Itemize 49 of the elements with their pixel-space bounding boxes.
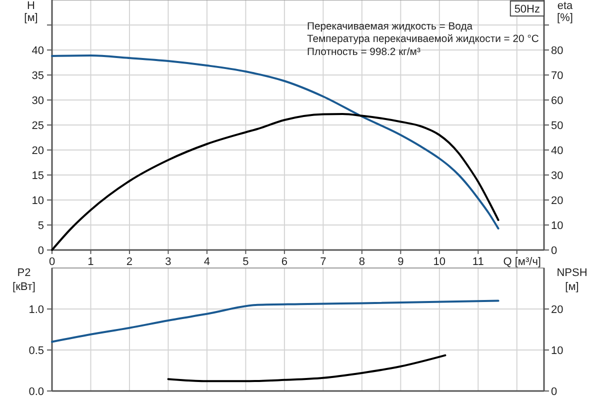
y-tick-label: 0: [38, 244, 44, 257]
line-series: [51, 300, 500, 343]
annotation: 50Hz: [514, 4, 540, 16]
y-axis-title: P2 [кВт]: [12, 267, 36, 293]
y2-tick-label: 10: [551, 344, 564, 357]
annotation: Плотность = 998.2 кг/м³: [307, 46, 421, 58]
y-tick-label: 35: [32, 70, 44, 82]
x-tick-label: 5: [242, 256, 249, 268]
x-tick-label: 1: [88, 256, 94, 268]
y-axis-title: H [м]: [24, 0, 38, 24]
y-tick-label: 10: [32, 194, 44, 207]
annotation: Температура перекачиваемой жидкости = 20 °C: [307, 34, 540, 46]
line-series: [51, 113, 500, 251]
y2-tick-label: 50: [551, 120, 564, 132]
y2-tick-label: 20: [551, 304, 564, 316]
x-axis-title: Q [м³/ч]: [503, 256, 541, 268]
y2-tick-label: 30: [551, 170, 564, 182]
y-tick-label: 0.0: [28, 386, 44, 398]
y2-tick-label: 40: [551, 144, 564, 157]
y-tick-label: 25: [32, 120, 44, 132]
y2-tick-label: 10: [551, 220, 564, 232]
y2-tick-label: 0: [551, 244, 558, 257]
y2-axis-title: eta [%]: [557, 0, 574, 24]
x-tick-label: 0: [48, 256, 56, 268]
y-tick-label: 15: [32, 170, 44, 182]
x-tick-label: 9: [398, 256, 404, 268]
y2-tick-label: 20: [551, 194, 564, 207]
y-tick-label: 40: [32, 44, 44, 57]
x-tick-label: 7: [320, 256, 326, 268]
x-tick-label: 8: [358, 256, 365, 268]
y2-axis-title: NPSH [м]: [556, 267, 588, 293]
y-tick-label: 5: [38, 220, 44, 232]
x-tick-label: 2: [126, 256, 133, 268]
x-tick-label: 6: [281, 256, 288, 268]
y2-tick-label: 70: [551, 70, 564, 82]
y2-tick-label: 80: [551, 44, 564, 57]
x-tick-label: 4: [204, 256, 210, 268]
x-tick-label: 3: [165, 256, 172, 268]
y-tick-label: 30: [32, 94, 44, 107]
annotation: Перекачиваемая жидкость = Вода: [307, 22, 473, 32]
y-tick-label: 0.5: [28, 344, 44, 357]
y2-tick-label: 60: [551, 94, 564, 107]
line-series: [51, 54, 500, 230]
x-tick-label: 11: [472, 256, 484, 268]
x-tick-label: 10: [433, 256, 446, 268]
y-tick-label: 20: [32, 144, 44, 157]
line-series: [167, 354, 446, 382]
y-tick-label: 1.0: [28, 304, 44, 316]
y2-tick-label: 0: [551, 386, 558, 398]
